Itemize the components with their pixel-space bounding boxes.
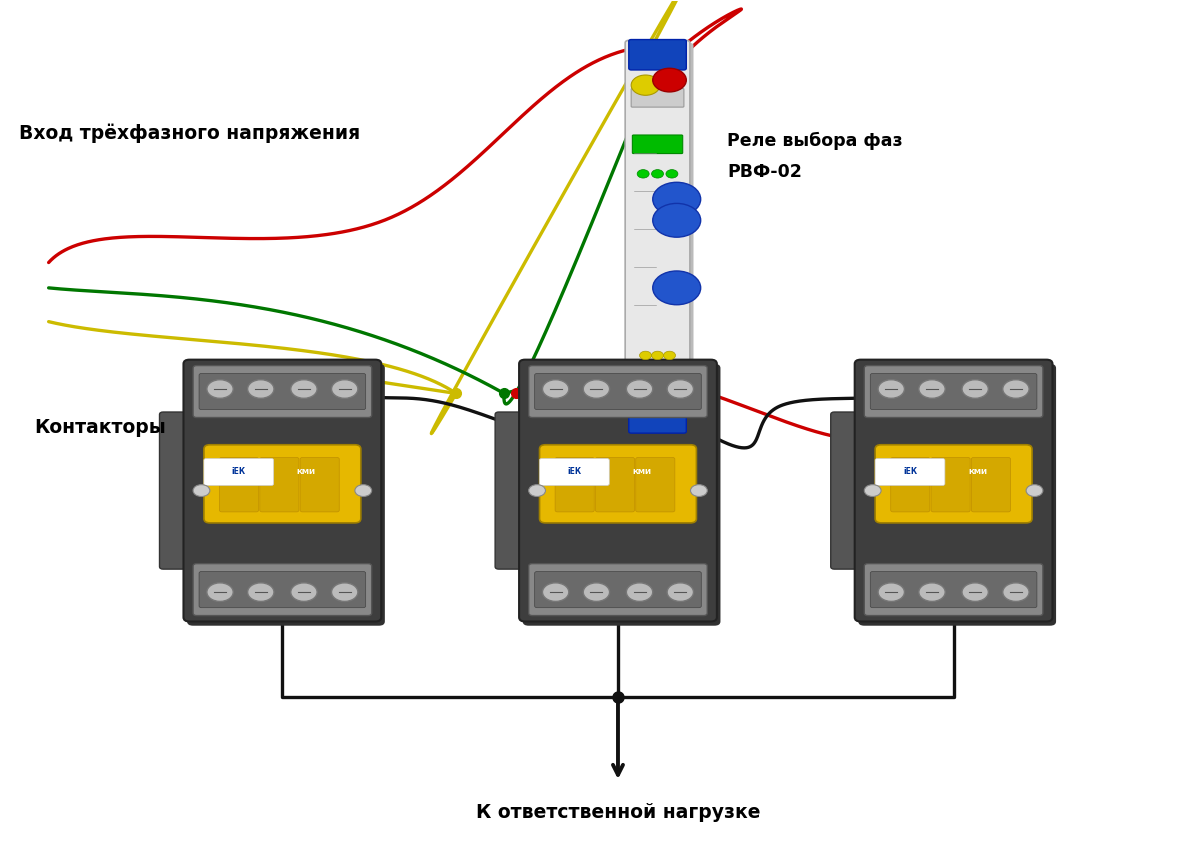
FancyBboxPatch shape [204, 459, 274, 486]
Circle shape [247, 583, 274, 602]
FancyBboxPatch shape [875, 459, 944, 486]
Text: КМИ: КМИ [632, 469, 652, 475]
Text: Контакторы: Контакторы [35, 418, 166, 437]
FancyBboxPatch shape [636, 458, 674, 512]
FancyBboxPatch shape [631, 380, 684, 397]
Circle shape [653, 271, 701, 305]
Circle shape [1003, 380, 1030, 398]
FancyBboxPatch shape [556, 458, 594, 512]
FancyBboxPatch shape [629, 40, 686, 70]
FancyBboxPatch shape [540, 459, 610, 486]
FancyBboxPatch shape [629, 411, 686, 433]
FancyBboxPatch shape [199, 572, 366, 607]
FancyBboxPatch shape [529, 365, 707, 418]
FancyBboxPatch shape [540, 445, 696, 523]
Text: К ответственной нагрузке: К ответственной нагрузке [475, 803, 761, 822]
FancyBboxPatch shape [520, 360, 716, 622]
Circle shape [206, 380, 233, 398]
FancyBboxPatch shape [629, 43, 694, 437]
Circle shape [583, 583, 610, 602]
Circle shape [631, 75, 660, 96]
FancyBboxPatch shape [632, 135, 683, 154]
Circle shape [355, 485, 372, 497]
FancyBboxPatch shape [300, 458, 340, 512]
FancyBboxPatch shape [631, 89, 684, 107]
FancyBboxPatch shape [260, 458, 299, 512]
Circle shape [542, 380, 569, 398]
FancyBboxPatch shape [875, 445, 1032, 523]
Circle shape [919, 380, 946, 398]
Circle shape [290, 583, 317, 602]
Text: РВФ-02: РВФ-02 [727, 163, 802, 181]
FancyBboxPatch shape [864, 365, 1043, 418]
Text: iЕК: iЕК [902, 468, 917, 476]
FancyBboxPatch shape [890, 458, 930, 512]
Circle shape [247, 380, 274, 398]
Text: iЕК: iЕК [568, 468, 582, 476]
FancyBboxPatch shape [193, 563, 372, 616]
Circle shape [193, 485, 210, 497]
Circle shape [666, 169, 678, 178]
Circle shape [529, 485, 546, 497]
FancyBboxPatch shape [631, 398, 684, 414]
Text: iЕК: iЕК [232, 468, 246, 476]
Circle shape [653, 203, 701, 237]
Circle shape [690, 485, 707, 497]
FancyBboxPatch shape [535, 572, 701, 607]
Circle shape [664, 351, 676, 360]
Circle shape [962, 583, 989, 602]
Circle shape [640, 351, 652, 360]
FancyBboxPatch shape [160, 412, 193, 569]
FancyBboxPatch shape [184, 360, 382, 622]
Text: КМИ: КМИ [296, 469, 316, 475]
Text: Реле выбора фаз: Реле выбора фаз [727, 132, 902, 150]
Circle shape [1026, 485, 1043, 497]
Circle shape [583, 380, 610, 398]
FancyBboxPatch shape [529, 563, 707, 616]
Circle shape [878, 583, 905, 602]
FancyBboxPatch shape [220, 458, 259, 512]
FancyBboxPatch shape [187, 364, 385, 626]
FancyBboxPatch shape [496, 412, 529, 569]
FancyBboxPatch shape [830, 412, 864, 569]
Circle shape [290, 380, 317, 398]
FancyBboxPatch shape [858, 364, 1056, 626]
FancyBboxPatch shape [193, 365, 372, 418]
FancyBboxPatch shape [971, 458, 1010, 512]
Circle shape [667, 583, 694, 602]
FancyBboxPatch shape [595, 458, 635, 512]
Circle shape [1003, 583, 1030, 602]
FancyBboxPatch shape [199, 373, 366, 409]
Circle shape [652, 351, 664, 360]
Circle shape [626, 380, 653, 398]
Circle shape [637, 169, 649, 178]
Circle shape [667, 380, 694, 398]
FancyBboxPatch shape [870, 572, 1037, 607]
Circle shape [878, 380, 905, 398]
FancyBboxPatch shape [931, 458, 970, 512]
Circle shape [962, 380, 989, 398]
FancyBboxPatch shape [204, 445, 361, 523]
Text: Вход трёхфазного напряжения: Вход трёхфазного напряжения [19, 124, 360, 143]
FancyBboxPatch shape [535, 373, 701, 409]
Circle shape [626, 583, 653, 602]
FancyBboxPatch shape [864, 563, 1043, 616]
Circle shape [919, 583, 946, 602]
FancyBboxPatch shape [854, 360, 1052, 622]
Circle shape [206, 583, 233, 602]
Circle shape [864, 485, 881, 497]
Circle shape [542, 583, 569, 602]
Circle shape [331, 380, 358, 398]
Circle shape [652, 169, 664, 178]
Text: КМИ: КМИ [968, 469, 988, 475]
Circle shape [653, 69, 686, 92]
FancyBboxPatch shape [870, 373, 1037, 409]
Circle shape [653, 182, 701, 216]
FancyBboxPatch shape [523, 364, 720, 626]
Circle shape [331, 583, 358, 602]
FancyBboxPatch shape [625, 41, 690, 434]
